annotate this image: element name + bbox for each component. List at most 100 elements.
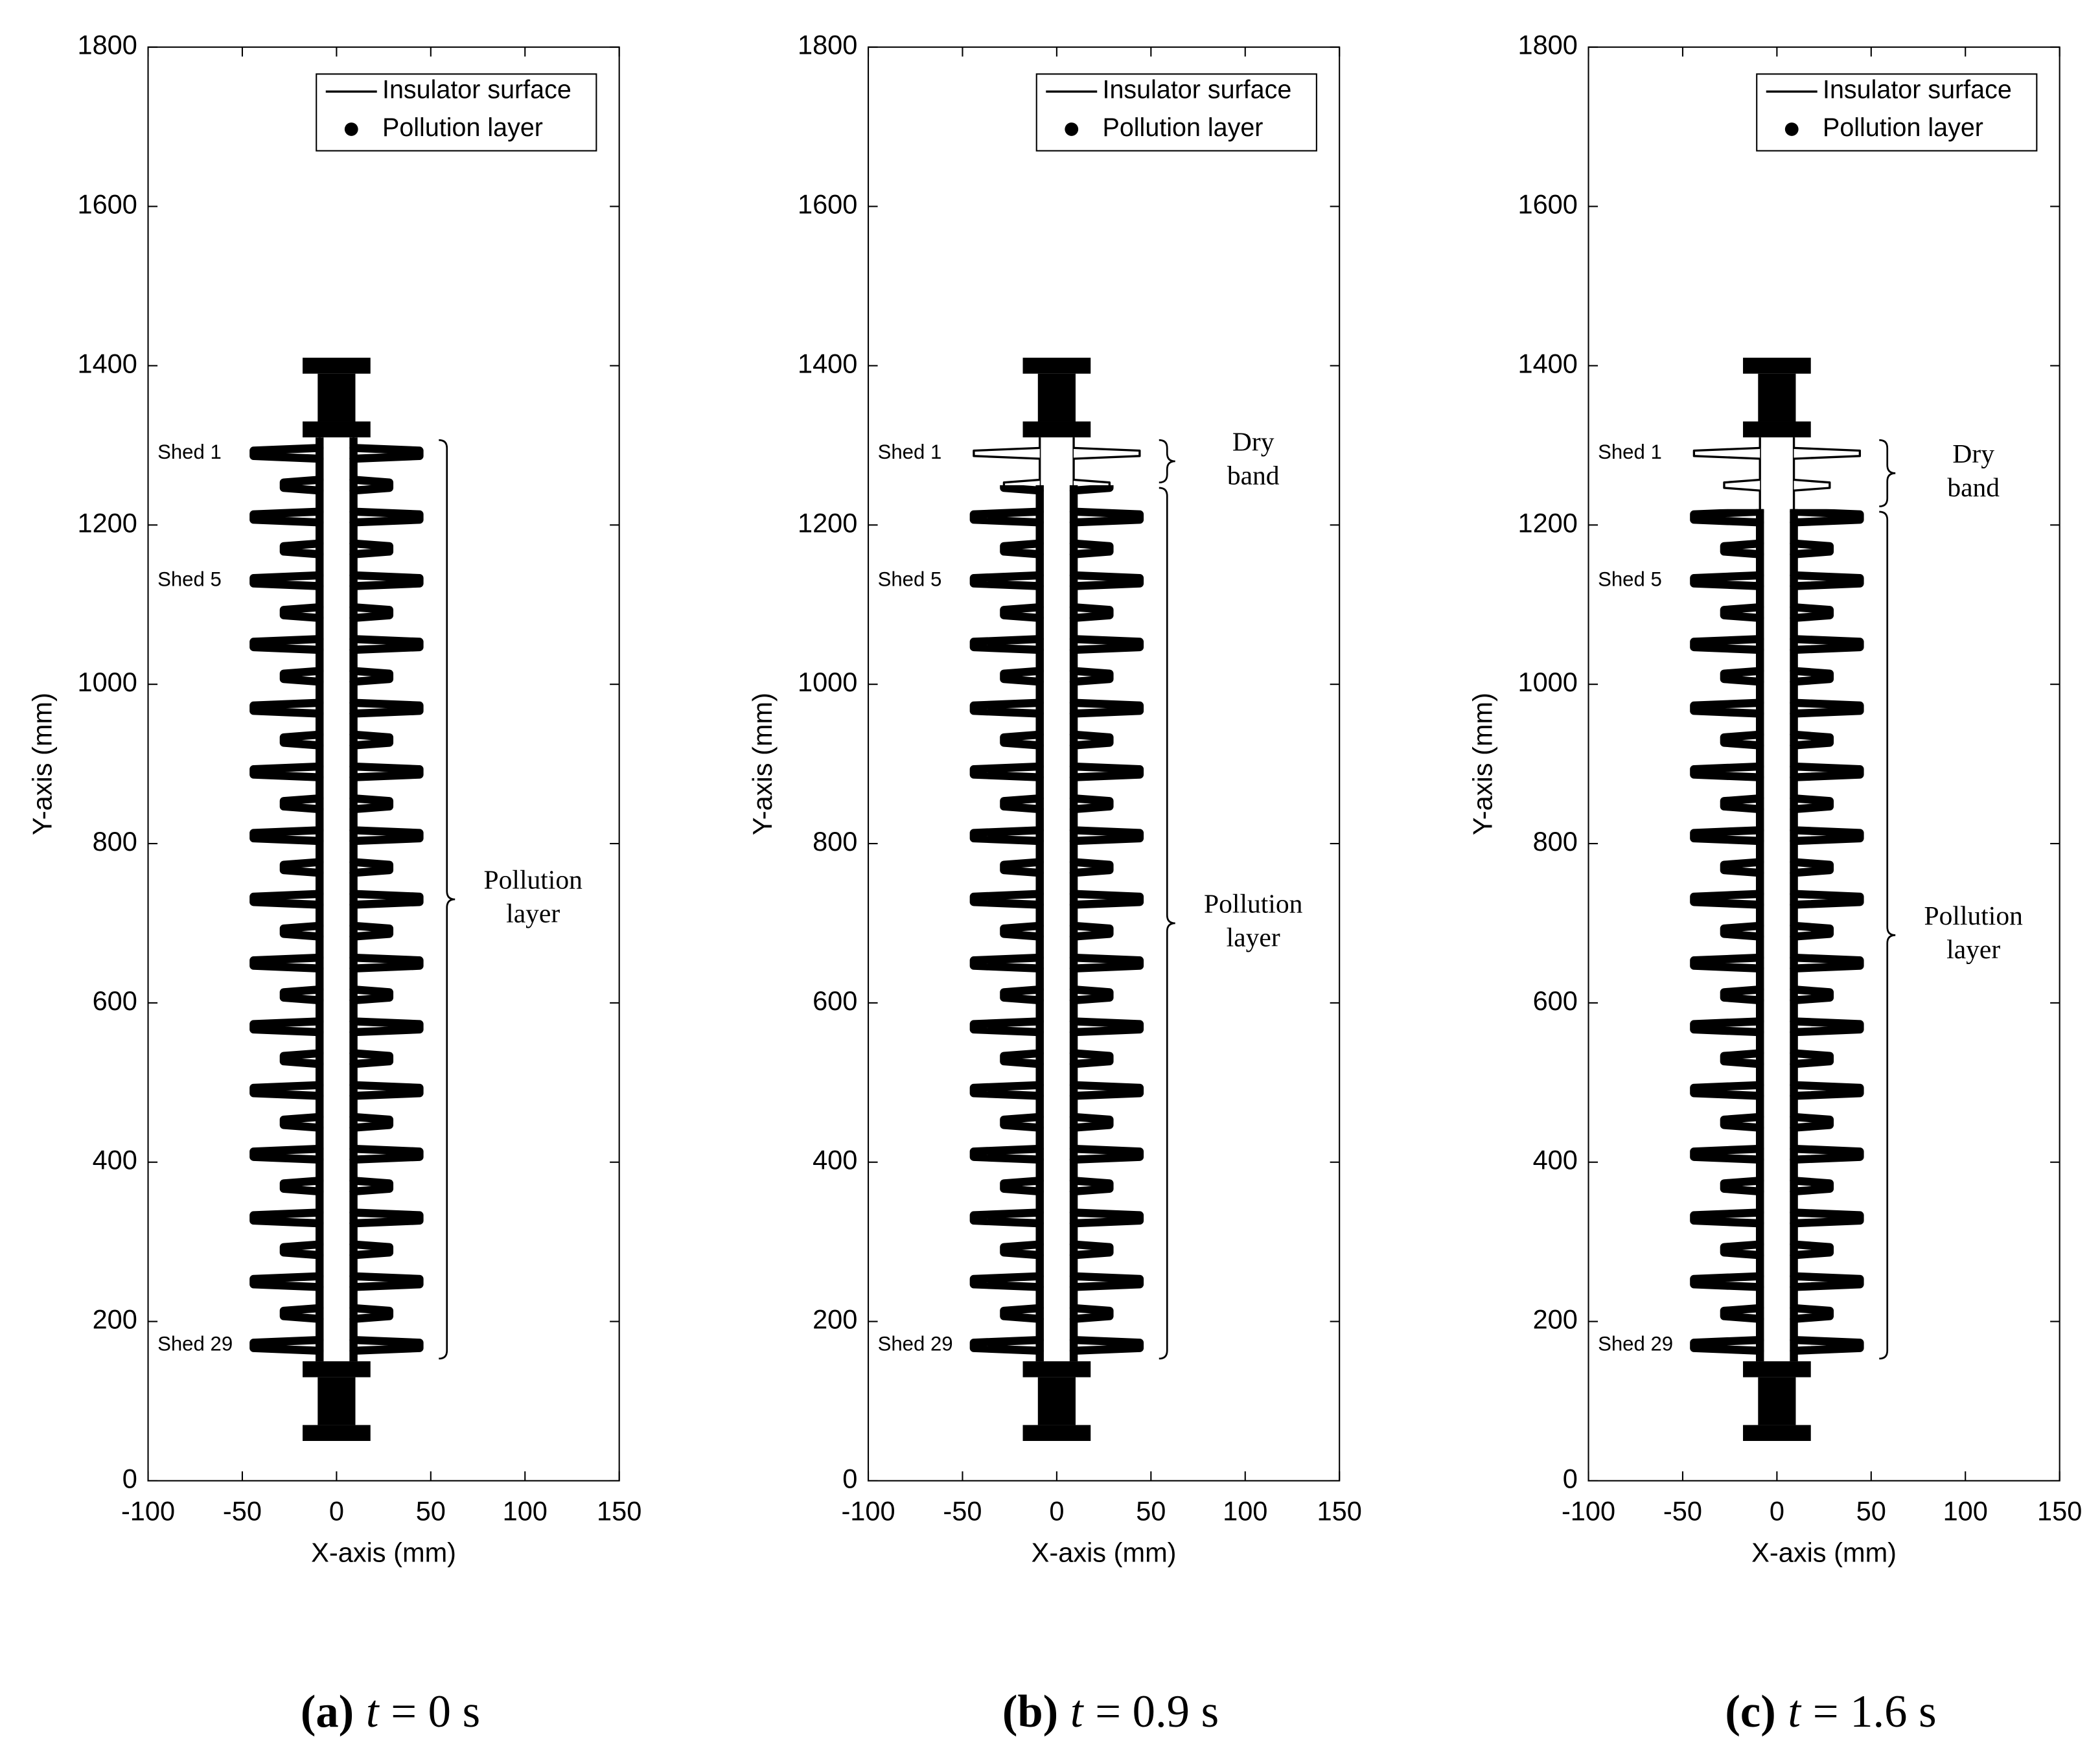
brace-label: layer [1946, 934, 2000, 964]
x-tick-label: 100 [503, 1495, 548, 1526]
shed-pollution [1790, 1240, 1834, 1260]
shed-pollution [1690, 1335, 1764, 1355]
shed-pollution [1000, 1177, 1044, 1196]
shed-pollution [349, 826, 424, 846]
shed-pollution [279, 921, 324, 941]
end-fitting [1037, 1377, 1076, 1425]
end-fitting [317, 373, 356, 422]
shed-label: Shed 29 [878, 1333, 953, 1355]
shed-label: Shed 29 [1598, 1333, 1673, 1355]
end-fitting [1022, 1425, 1091, 1441]
end-fitting [303, 358, 371, 374]
shed-pollution [1690, 571, 1764, 590]
shed-pollution [1690, 1208, 1764, 1228]
shed-pollution [279, 985, 324, 1005]
shed-pollution [1069, 1017, 1144, 1037]
shed-pollution [1720, 921, 1764, 941]
shed-pollution [1790, 762, 1864, 781]
shed-pollution [1720, 794, 1764, 814]
shed-pollution [1690, 826, 1764, 846]
shed-pollution [1069, 985, 1114, 1005]
shed-pollution [349, 635, 424, 654]
shed-pollution [1069, 1081, 1144, 1100]
shed-pollution [969, 1335, 1044, 1355]
shed-pollution [349, 507, 424, 527]
brace-label: Dry [1952, 439, 1994, 468]
shed-pollution [1000, 667, 1044, 686]
brace-label: band [1227, 460, 1280, 490]
shed-pollution [1790, 571, 1864, 590]
shed-pollution [1069, 571, 1144, 590]
shed-pollution [1000, 730, 1044, 750]
shed-pollution [1790, 890, 1864, 909]
brace-label: band [1947, 472, 2000, 502]
end-fitting [1022, 358, 1091, 374]
caption-part: = 1.6 s [1813, 1687, 1937, 1737]
brace [439, 439, 456, 1360]
shed-pollution [1069, 539, 1114, 558]
y-tick-label: 800 [1533, 826, 1578, 857]
shed-pollution [1790, 667, 1834, 686]
shed-label: Shed 1 [157, 441, 222, 463]
caption-part: (c) [1725, 1687, 1775, 1737]
caption-part: t [1070, 1687, 1085, 1737]
end-fitting [303, 1361, 371, 1377]
shed-pollution [1720, 1304, 1764, 1323]
shed-pollution [1720, 1112, 1764, 1132]
shed-pollution [349, 1049, 394, 1068]
y-tick-label: 1800 [77, 30, 137, 60]
y-tick-label: 1000 [798, 667, 857, 697]
shed-label: Shed 29 [157, 1333, 233, 1355]
shed-pollution [969, 1208, 1044, 1228]
shed-pollution [1000, 1240, 1044, 1260]
end-fitting [1743, 421, 1811, 438]
end-fitting [303, 1425, 371, 1441]
shed-pollution [1790, 953, 1864, 973]
y-tick-label: 1400 [77, 348, 137, 378]
shed-pollution [279, 1240, 324, 1260]
legend-dot [1065, 122, 1079, 136]
legend-text: Insulator surface [382, 76, 571, 104]
shed-pollution [249, 1144, 324, 1164]
shed-pollution [1790, 1144, 1864, 1164]
shed [1073, 446, 1141, 460]
legend-text: Pollution layer [382, 113, 543, 142]
shed-pollution [279, 858, 324, 877]
shed [1692, 446, 1760, 460]
shed-pollution [249, 507, 324, 527]
pollution-layer [1690, 509, 1864, 1362]
shed [973, 446, 1040, 460]
y-tick-label: 400 [813, 1145, 857, 1175]
shed-pollution [349, 762, 424, 781]
shed-pollution [1069, 1304, 1114, 1323]
end-fitting [1743, 1361, 1811, 1377]
shed-pollution [969, 1144, 1044, 1164]
shed-pollution [1790, 858, 1834, 877]
shed-pollution [969, 826, 1044, 846]
y-tick-label: 0 [842, 1463, 857, 1493]
shed-pollution [1000, 985, 1044, 1005]
shed-pollution [1790, 539, 1834, 558]
caption-part: (b) [1002, 1687, 1058, 1737]
shed-pollution [1069, 698, 1144, 718]
caption-part: t [1788, 1687, 1802, 1737]
x-tick-label: 50 [1136, 1495, 1166, 1526]
shed-pollution [1720, 539, 1764, 558]
shed-pollution [249, 1017, 324, 1037]
shed-label: Shed 1 [1598, 441, 1662, 463]
shed-pollution [349, 1272, 424, 1291]
shed-pollution [249, 826, 324, 846]
shed-pollution [1000, 794, 1044, 814]
shed-pollution [1069, 794, 1114, 814]
legend-box [316, 73, 597, 152]
shed-pollution [349, 953, 424, 973]
shed-pollution [1069, 858, 1114, 877]
shed-pollution [249, 698, 324, 718]
shed-pollution [1790, 1208, 1864, 1228]
x-tick-label: 0 [329, 1495, 344, 1526]
caption-part: = 0.9 s [1095, 1687, 1219, 1737]
shed-pollution [1000, 1049, 1044, 1068]
shed-pollution [1069, 1335, 1144, 1355]
caption-part: = 0 s [391, 1687, 480, 1737]
